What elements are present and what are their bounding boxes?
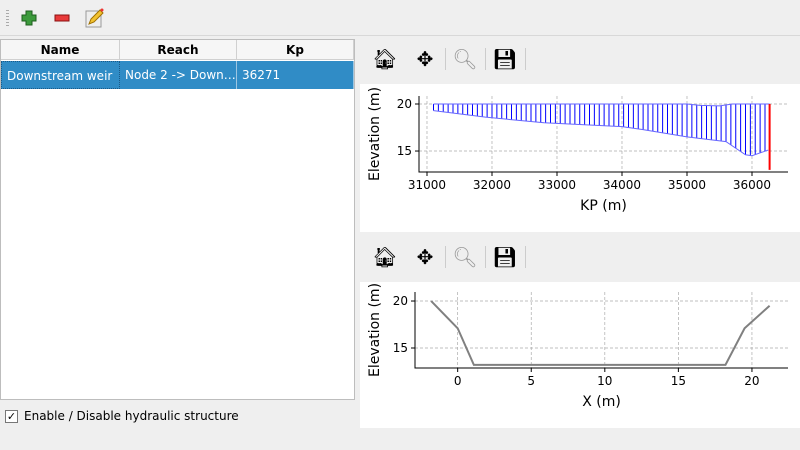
zoom-icon: 🔍︎ bbox=[452, 245, 478, 269]
pan-button[interactable]: ✥ bbox=[412, 46, 438, 72]
x-axis-label: X (m) bbox=[582, 394, 621, 410]
remove-icon bbox=[54, 14, 70, 22]
x-tick-label: 5 bbox=[527, 374, 535, 388]
toolbar-grip[interactable] bbox=[6, 10, 9, 28]
add-button[interactable] bbox=[17, 6, 41, 30]
save-button[interactable]: 💾︎ bbox=[492, 46, 518, 72]
bed-line bbox=[433, 110, 769, 157]
water-line bbox=[433, 103, 770, 107]
save-icon: 💾︎ bbox=[492, 47, 518, 71]
structures-table: Name Reach Kp Downstream weir Node 2 -> … bbox=[0, 39, 355, 400]
x-tick-label: 35000 bbox=[668, 178, 706, 192]
y-tick-label: 15 bbox=[397, 144, 412, 158]
x-tick-label: 36000 bbox=[733, 178, 771, 192]
section-plot[interactable]: 0 5 10 15 20 15 20 X (m) Elevation (m) bbox=[360, 282, 800, 428]
enable-checkbox-label[interactable]: Enable / Disable hydraulic structure bbox=[24, 409, 239, 423]
enable-checkbox[interactable]: ✓ bbox=[5, 410, 18, 423]
x-tick-label: 0 bbox=[454, 374, 462, 388]
axes-spine bbox=[414, 292, 788, 369]
y-tick-label: 20 bbox=[393, 294, 408, 308]
main-toolbar bbox=[0, 0, 800, 36]
column-header-kp[interactable]: Kp bbox=[237, 40, 354, 60]
cell-kp[interactable]: 36271 bbox=[237, 61, 354, 89]
zoom-button[interactable]: 🔍︎ bbox=[452, 244, 478, 270]
profile-plot-toolbar: 🏠︎ ✥ 🔍︎ 💾︎ bbox=[360, 40, 800, 78]
column-header-name[interactable]: Name bbox=[1, 40, 120, 60]
cross-section-line bbox=[430, 300, 771, 366]
x-tick-label: 20 bbox=[744, 374, 759, 388]
save-button[interactable]: 💾︎ bbox=[492, 244, 518, 270]
axes-spine bbox=[418, 96, 788, 173]
edit-icon bbox=[85, 8, 104, 28]
zoom-icon: 🔍︎ bbox=[452, 47, 478, 71]
home-icon: 🏠︎ bbox=[372, 245, 398, 269]
home-icon: 🏠︎ bbox=[372, 47, 398, 71]
x-tick-label: 10 bbox=[597, 374, 612, 388]
home-button[interactable]: 🏠︎ bbox=[372, 244, 398, 270]
y-axis-label: Elevation (m) bbox=[367, 283, 383, 377]
x-axis-label: KP (m) bbox=[580, 198, 627, 214]
x-tick-label: 31000 bbox=[408, 178, 446, 192]
column-header-reach[interactable]: Reach bbox=[120, 40, 237, 60]
x-tick-label: 32000 bbox=[473, 178, 511, 192]
cell-name[interactable]: Downstream weir bbox=[1, 61, 120, 89]
home-button[interactable]: 🏠︎ bbox=[372, 46, 398, 72]
remove-button[interactable] bbox=[50, 6, 74, 30]
x-tick-label: 15 bbox=[671, 374, 686, 388]
x-tick-label: 34000 bbox=[603, 178, 641, 192]
pan-icon: ✥ bbox=[416, 47, 434, 71]
save-icon: 💾︎ bbox=[492, 245, 518, 269]
y-tick-label: 20 bbox=[397, 97, 412, 111]
zoom-button[interactable]: 🔍︎ bbox=[452, 46, 478, 72]
profile-plot[interactable]: 31000 32000 33000 34000 35000 36000 15 20 KP (m)… bbox=[360, 84, 800, 232]
x-tick-label: 33000 bbox=[538, 178, 576, 192]
edit-button[interactable] bbox=[82, 6, 106, 30]
pan-button[interactable]: ✥ bbox=[412, 244, 438, 270]
add-icon bbox=[21, 10, 37, 26]
pan-icon: ✥ bbox=[416, 245, 434, 269]
y-axis-label: Elevation (m) bbox=[367, 87, 383, 181]
y-tick-label: 15 bbox=[393, 341, 408, 355]
section-plot-toolbar: 🏠︎ ✥ 🔍︎ 💾︎ bbox=[360, 238, 800, 276]
cell-reach[interactable]: Node 2 -> Down… bbox=[120, 61, 237, 89]
